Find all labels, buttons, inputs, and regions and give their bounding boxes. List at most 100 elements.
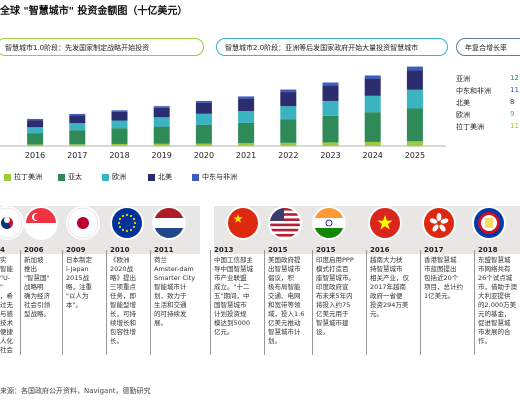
event-year: 2011 bbox=[154, 246, 174, 254]
bar-segment bbox=[69, 130, 86, 145]
phase-2-banner: 智慧城市2.0阶段：亚洲等后发国家政府开始大量投资智慧城市 bbox=[216, 38, 448, 56]
flag-netherlands-icon bbox=[152, 206, 186, 240]
event-year: 2017 bbox=[424, 246, 444, 254]
flag-korea-icon bbox=[0, 206, 24, 240]
bar-segment bbox=[238, 111, 255, 123]
x-tick-label: 2023 bbox=[320, 151, 340, 160]
bar-segment bbox=[322, 82, 339, 86]
bar-segment bbox=[364, 78, 381, 96]
flag-vietnam-icon bbox=[368, 206, 402, 240]
bar-segment bbox=[238, 143, 255, 146]
bar-segment bbox=[111, 120, 128, 129]
legend-swatch bbox=[192, 173, 199, 181]
bar-segment bbox=[364, 112, 381, 142]
timeline-event: 2015 印度启用PPP 模式打造百 座智慧城市。 印度政府宣 布未来5年内 将… bbox=[316, 246, 366, 337]
bar-segment bbox=[111, 143, 128, 146]
source-note: 来源：各国政府公开资料，Navigant，德勤研究 bbox=[0, 387, 151, 395]
event-text: 印度启用PPP 模式打造百 座智慧城市。 印度政府宣 布未来5年内 将投入约75… bbox=[316, 256, 355, 336]
bar-segment bbox=[238, 98, 255, 112]
legend-swatch bbox=[58, 173, 65, 181]
event-text: 《欧洲 2020战 略》提出 三项重点 任务，即 智能型增 长，可持 续增长和 … bbox=[110, 256, 136, 345]
bar-segment bbox=[69, 144, 86, 146]
bar-segment bbox=[280, 142, 297, 146]
bar-segment bbox=[27, 120, 44, 128]
flag-asean-icon bbox=[472, 206, 506, 240]
timeline-divider bbox=[106, 250, 107, 355]
x-tick-label: 2020 bbox=[194, 151, 214, 160]
event-text: 东盟智慧城 市网络共有 26个试点城 市，借助于澳 大利亚提供 的2,000万美… bbox=[478, 256, 517, 345]
bar-segment bbox=[69, 123, 86, 131]
legend-item-mea: 中东与非洲 bbox=[192, 172, 237, 182]
bar-segment bbox=[322, 100, 339, 116]
bar-segment bbox=[238, 96, 255, 99]
growth-value: 11 bbox=[510, 122, 519, 130]
growth-value: 12 bbox=[510, 74, 519, 82]
legend-item-europe: 欧洲 bbox=[102, 172, 126, 182]
flag-japan-icon bbox=[66, 206, 100, 240]
bar-segment bbox=[364, 95, 381, 113]
timeline-event: 2018 东盟智慧城 市网络共有 26个试点城 市，借助于澳 大利亚提供 的2,… bbox=[478, 246, 520, 346]
event-year: 4 bbox=[0, 246, 5, 254]
legend-swatch bbox=[4, 173, 11, 181]
bar-segment bbox=[364, 141, 381, 146]
bar-segment bbox=[280, 106, 297, 120]
legend-label: 中东与非洲 bbox=[202, 173, 237, 181]
bar-segment bbox=[27, 127, 44, 134]
legend-label: 北美 bbox=[158, 173, 172, 181]
bar-segment bbox=[111, 111, 128, 121]
timeline-band-phase2 bbox=[214, 206, 520, 254]
bar-segment bbox=[69, 115, 86, 124]
legend-label: 欧洲 bbox=[112, 173, 126, 181]
event-year: 2013 bbox=[214, 246, 234, 254]
timeline-divider bbox=[420, 250, 421, 355]
event-year: 2015 bbox=[268, 246, 288, 254]
bar-segment bbox=[27, 144, 44, 146]
legend-item-latin: 拉丁美洲 bbox=[4, 172, 42, 182]
investment-bar-chart: 2016 2017 2018 2019 2020 2021 2022 2023 2024 2025 bbox=[0, 66, 446, 160]
timeline-divider bbox=[150, 250, 151, 355]
timeline-event: 2013 中国工信部主 导中国智慧城 市产业联盟 成立。"十二 五"期间，中 国… bbox=[214, 246, 264, 337]
flag-usa-icon bbox=[268, 206, 302, 240]
timeline-divider bbox=[62, 250, 63, 355]
growth-value: 11 bbox=[510, 86, 519, 94]
timeline-divider bbox=[264, 250, 265, 355]
timeline-event: 4 实 智能 "U- " ，希 过无 与感 技术 便捷 人化 社会 bbox=[0, 246, 18, 355]
bar-segment bbox=[280, 92, 297, 107]
bar-segment bbox=[406, 141, 423, 146]
bar-segment bbox=[195, 113, 212, 125]
growth-value: 9 bbox=[510, 110, 515, 118]
bar-segment bbox=[111, 128, 128, 144]
event-text: 荷兰 Amster-dam Smarter City 智能城市计 划，致力于 生… bbox=[154, 256, 196, 327]
bar-segment bbox=[111, 110, 128, 112]
timeline-event: 2010 《欧洲 2020战 略》提出 三项重点 任务，即 智能型增 长，可持 … bbox=[110, 246, 150, 346]
growth-region: 北美 bbox=[456, 99, 470, 107]
bar-segment bbox=[280, 89, 297, 93]
x-tick-label: 2022 bbox=[278, 151, 298, 160]
chart-legend: 拉丁美洲 亚太 欧洲 北美 中东与非洲 bbox=[0, 172, 520, 184]
event-text: 日本制定 i-Japan 2015战 略，注重 "以人为 本"。 bbox=[66, 256, 92, 309]
bar-segment bbox=[238, 122, 255, 144]
timeline-event: 2006 新加坡 推出 "智慧国" 战略明 确为经济 社会引领 型战略。 bbox=[24, 246, 62, 319]
flag-hongkong-icon bbox=[422, 206, 456, 240]
growth-region: 欧洲 bbox=[456, 111, 470, 119]
bar-segment bbox=[153, 107, 170, 118]
growth-region: 拉丁美洲 bbox=[456, 123, 484, 131]
bar-segment bbox=[364, 75, 381, 79]
event-year: 2006 bbox=[24, 246, 44, 254]
bar-segment bbox=[406, 108, 423, 142]
timeline-event: 2011 荷兰 Amster-dam Smarter City 智能城市计 划，… bbox=[154, 246, 210, 328]
event-year: 2009 bbox=[66, 246, 86, 254]
timeline-divider bbox=[366, 250, 367, 355]
x-tick-label: 2019 bbox=[152, 151, 172, 160]
legend-item-north-america: 北美 bbox=[148, 172, 172, 182]
phase-1-banner: 智慧城市1.0阶段：先发国家制定战略开始投资 bbox=[0, 38, 204, 56]
bar-segment bbox=[322, 142, 339, 146]
timeline-divider bbox=[474, 250, 475, 355]
event-text: 越南大力扶 持智慧城市 相关产业，仅 2017年越南 政府一省便 投资294万美… bbox=[370, 256, 409, 318]
bar-segment bbox=[406, 89, 423, 109]
growth-region: 亚洲 bbox=[456, 75, 470, 83]
timeline-divider bbox=[312, 250, 313, 355]
legend-label: 亚太 bbox=[68, 173, 82, 181]
bar-segment bbox=[322, 85, 339, 101]
bar-segment bbox=[153, 117, 170, 127]
